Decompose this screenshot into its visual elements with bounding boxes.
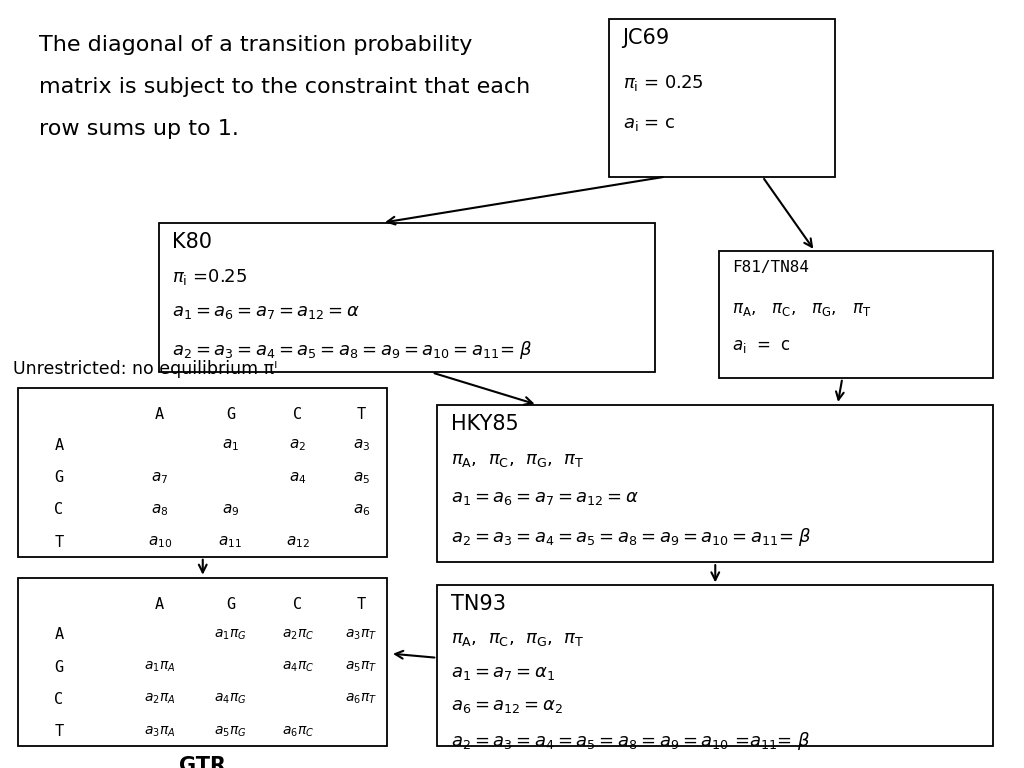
Text: K80: K80	[172, 232, 212, 252]
Text: $a_4\pi_C$: $a_4\pi_C$	[282, 660, 314, 674]
Text: T: T	[357, 407, 366, 422]
Text: $\pi_\mathregular{A}$,  $\pi_\mathregular{C}$,  $\pi_\mathregular{G}$,  $\pi_\ma: $\pi_\mathregular{A}$, $\pi_\mathregular…	[451, 451, 584, 468]
Bar	[18, 578, 387, 746]
Bar	[437, 405, 993, 562]
Text: $a_{11}$: $a_{11}$	[218, 535, 243, 550]
Text: $a_6 = a_{12} = \alpha_2$: $a_6 = a_{12} = \alpha_2$	[451, 697, 562, 714]
Text: A: A	[156, 597, 164, 612]
Text: $a_{12}$: $a_{12}$	[286, 535, 310, 550]
Text: $a_\mathregular{i}$ = c: $a_\mathregular{i}$ = c	[623, 115, 675, 133]
Text: $a_8$: $a_8$	[152, 502, 168, 518]
Text: C: C	[294, 597, 302, 612]
Text: T: T	[54, 535, 63, 550]
Text: $a_1\pi_G$: $a_1\pi_G$	[214, 627, 247, 642]
Text: $a_5\pi_G$: $a_5\pi_G$	[214, 724, 247, 739]
Text: $a_5\pi_T$: $a_5\pi_T$	[345, 660, 378, 674]
Text: C: C	[54, 692, 63, 707]
Bar	[719, 251, 993, 378]
Text: C: C	[54, 502, 63, 518]
Text: $\pi_\mathregular{A}$,  $\pi_\mathregular{C}$,  $\pi_\mathregular{G}$,  $\pi_\ma: $\pi_\mathregular{A}$, $\pi_\mathregular…	[451, 630, 584, 647]
Bar	[437, 585, 993, 746]
Text: $a_1 = a_6 = a_7 = a_{12} = \alpha$: $a_1 = a_6 = a_7 = a_{12} = \alpha$	[172, 303, 360, 321]
Text: A: A	[54, 627, 63, 643]
Text: $a_2 = a_3 = a_4 = a_5 = a_8 = a_9 = a_{10}$ =$a_{11}$= $\beta$: $a_2 = a_3 = a_4 = a_5 = a_8 = a_9 = a_{…	[451, 730, 810, 752]
Text: $a_9$: $a_9$	[222, 502, 239, 518]
Text: $a_3$: $a_3$	[353, 438, 370, 453]
Text: G: G	[226, 407, 234, 422]
Text: $a_2\pi_A$: $a_2\pi_A$	[144, 692, 175, 707]
Text: F81/TN84: F81/TN84	[732, 260, 809, 276]
Text: $a_5$: $a_5$	[353, 470, 370, 485]
Text: T: T	[357, 597, 366, 612]
Text: $a_3\pi_A$: $a_3\pi_A$	[144, 724, 175, 739]
Text: GTR: GTR	[179, 756, 226, 768]
Text: A: A	[54, 438, 63, 453]
Text: $a_1 = a_7 = \alpha_1$: $a_1 = a_7 = \alpha_1$	[451, 664, 555, 682]
Text: $a_1\pi_A$: $a_1\pi_A$	[144, 660, 175, 674]
Text: $a_{10}$: $a_{10}$	[147, 535, 172, 550]
Text: $a_7$: $a_7$	[152, 470, 168, 485]
Text: $a_6\pi_C$: $a_6\pi_C$	[282, 724, 314, 739]
Bar	[159, 223, 655, 372]
Text: $\pi_\mathregular{i}$ = 0.25: $\pi_\mathregular{i}$ = 0.25	[623, 73, 703, 93]
Text: T: T	[54, 724, 63, 740]
Text: G: G	[226, 597, 234, 612]
Text: $a_2 = a_3 = a_4 = a_5 = a_8 = a_9 = a_{10} = a_{11}$= $\beta$: $a_2 = a_3 = a_4 = a_5 = a_8 = a_9 = a_{…	[172, 339, 532, 362]
Text: G: G	[54, 470, 63, 485]
Text: $a_6$: $a_6$	[352, 502, 371, 518]
Text: C: C	[294, 407, 302, 422]
Text: A: A	[156, 407, 164, 422]
Text: $a_1$: $a_1$	[222, 438, 239, 453]
Text: $\pi_\mathregular{A}$,   $\pi_\mathregular{C}$,   $\pi_\mathregular{G}$,   $\pi_: $\pi_\mathregular{A}$, $\pi_\mathregular…	[732, 300, 871, 317]
Text: $a_3\pi_T$: $a_3\pi_T$	[345, 627, 378, 642]
Text: $a_6\pi_T$: $a_6\pi_T$	[345, 692, 378, 707]
Text: TN93: TN93	[451, 594, 506, 614]
Text: HKY85: HKY85	[451, 414, 518, 434]
Bar	[18, 388, 387, 557]
Text: $\pi_\mathregular{i}$ =0.25: $\pi_\mathregular{i}$ =0.25	[172, 267, 247, 287]
Text: $a_1 = a_6 = a_7 = a_{12} = \alpha$: $a_1 = a_6 = a_7 = a_{12} = \alpha$	[451, 489, 639, 507]
Text: $a_\mathregular{i}$  =  c: $a_\mathregular{i}$ = c	[732, 337, 792, 355]
Text: $a_2$: $a_2$	[290, 438, 306, 453]
Text: $a_4$: $a_4$	[289, 470, 307, 485]
Text: The diagonal of a transition probability: The diagonal of a transition probability	[39, 35, 472, 55]
Text: $a_2\pi_C$: $a_2\pi_C$	[282, 627, 314, 642]
Text: Unrestricted: no equilibrium πᴵ: Unrestricted: no equilibrium πᴵ	[13, 360, 278, 378]
Text: row sums up to 1.: row sums up to 1.	[39, 119, 239, 139]
Text: $a_2 = a_3 = a_4 = a_5 = a_8 = a_9 = a_{10} = a_{11}$= $\beta$: $a_2 = a_3 = a_4 = a_5 = a_8 = a_9 = a_{…	[451, 526, 811, 548]
Bar	[609, 19, 835, 177]
Text: JC69: JC69	[623, 28, 670, 48]
Text: G: G	[54, 660, 63, 675]
Text: $a_4\pi_G$: $a_4\pi_G$	[214, 692, 247, 707]
Text: matrix is subject to the constraint that each: matrix is subject to the constraint that…	[39, 77, 530, 97]
